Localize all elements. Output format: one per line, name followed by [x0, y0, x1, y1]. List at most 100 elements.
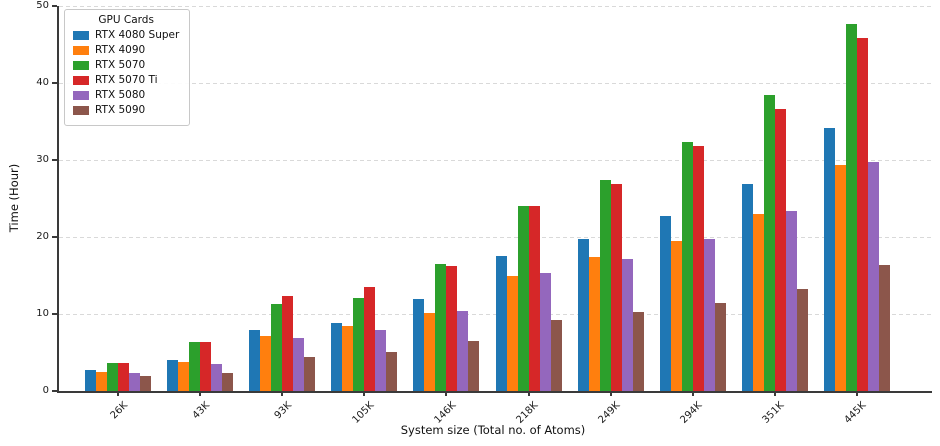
bar-rtx-5070-ti-105K [364, 287, 376, 391]
bar-rtx-5090-26K [140, 376, 152, 391]
y-tick-mark [52, 5, 57, 7]
x-tick-mark [773, 391, 776, 396]
bar-rtx-5070-105K [353, 297, 365, 391]
x-tick-mark [117, 391, 120, 396]
y-tick-label: 10 [36, 308, 49, 319]
bar-rtx-4080-super-146K [413, 299, 425, 391]
bar-rtx-4080-super-93K [249, 330, 261, 391]
y-tick-mark [52, 82, 57, 84]
legend-item-rtx-4090: RTX 4090 [73, 44, 179, 56]
bar-rtx-5080-146K [457, 310, 469, 391]
bar-rtx-5070-ti-351K [774, 109, 786, 391]
legend-swatch-icon [73, 45, 89, 55]
bar-rtx-5090-105K [386, 351, 398, 391]
legend-swatch-icon [73, 60, 89, 70]
legend-item-rtx-5090: RTX 5090 [73, 104, 179, 116]
gridline-50 [59, 5, 932, 7]
bar-rtx-5090-93K [304, 357, 316, 391]
legend-item-rtx-5070: RTX 5070 [73, 59, 179, 71]
y-tick-label: 40 [36, 77, 49, 88]
x-tick-label-351K: 351K [760, 400, 787, 426]
bar-rtx-5070-ti-146K [446, 266, 458, 391]
bar-rtx-5070-ti-249K [610, 183, 622, 391]
bar-rtx-5070-ti-294K [692, 146, 704, 391]
bar-rtx-5090-445K [878, 264, 890, 391]
x-tick-mark [691, 391, 694, 396]
bar-rtx-4080-super-294K [659, 216, 671, 391]
bar-rtx-5080-93K [293, 337, 305, 391]
legend-label: RTX 5080 [95, 89, 146, 101]
y-tick-label: 30 [36, 154, 49, 165]
x-tick-mark [199, 391, 202, 396]
legend-title: GPU Cards [98, 14, 154, 26]
bar-rtx-5070-445K [845, 24, 857, 391]
bar-rtx-5090-218K [550, 320, 562, 391]
bar-rtx-4080-super-105K [331, 323, 343, 391]
legend-item-rtx-4080-super: RTX 4080 Super [73, 29, 179, 41]
y-tick-mark [52, 390, 57, 392]
bar-rtx-4090-105K [342, 325, 354, 391]
bar-rtx-5080-218K [539, 273, 551, 391]
x-tick-mark [855, 391, 858, 396]
x-tick-label-93K: 93K [272, 400, 295, 422]
bar-rtx-5070-ti-26K [118, 362, 130, 391]
bar-rtx-5070-249K [599, 180, 611, 391]
y-tick-label: 0 [42, 385, 49, 396]
legend-label: RTX 5070 Ti [95, 74, 158, 86]
bar-rtx-5080-249K [621, 259, 633, 391]
gridline-10 [59, 313, 932, 315]
legend-swatch-icon [73, 90, 89, 100]
bar-rtx-4080-super-26K [85, 370, 97, 391]
legend: GPU Cards RTX 4080 Super RTX 4090 RTX 5070… [64, 9, 191, 126]
y-axis-title: Time (Hour) [7, 163, 21, 233]
gridline-20 [59, 236, 932, 238]
bar-rtx-4080-super-218K [495, 256, 507, 391]
x-tick-mark [363, 391, 366, 396]
bar-rtx-4090-249K [588, 257, 600, 391]
legend-swatch-icon [73, 75, 89, 85]
bar-rtx-5090-43K [222, 373, 234, 391]
bar-rtx-5070-93K [271, 304, 283, 391]
x-tick-label-43K: 43K [190, 400, 212, 422]
bar-rtx-5070-351K [763, 95, 775, 391]
legend-label: RTX 4080 Super [95, 29, 180, 41]
bar-rtx-5090-351K [796, 288, 808, 391]
gridline-40 [59, 82, 932, 84]
bar-rtx-5070-ti-43K [200, 341, 212, 391]
bar-rtx-5080-351K [785, 210, 797, 391]
bar-rtx-5070-ti-93K [282, 296, 294, 391]
bar-rtx-5090-146K [468, 340, 480, 391]
bar-rtx-4080-super-351K [741, 183, 753, 391]
legend-swatch-icon [73, 105, 89, 115]
bar-rtx-4090-294K [670, 240, 682, 391]
bar-rtx-5090-294K [714, 303, 726, 391]
bar-rtx-4090-146K [424, 313, 436, 391]
y-tick-mark [52, 313, 57, 315]
bar-rtx-5070-ti-218K [528, 206, 540, 391]
x-tick-label-26K: 26K [108, 400, 130, 422]
bar-rtx-5080-43K [211, 364, 223, 391]
x-tick-label-445K: 445K [842, 400, 869, 426]
bar-rtx-5090-249K [632, 311, 644, 391]
bar-rtx-4090-351K [752, 213, 764, 391]
plot-area: 0 10 20 30 40 50 26K 43K 93K 105K 146K 218K 249K 294… [36, 0, 932, 426]
legend-label: RTX 5070 [95, 59, 146, 71]
y-tick-mark [52, 159, 57, 161]
bar-rtx-5080-105K [375, 330, 387, 391]
bar-rtx-4090-93K [260, 335, 272, 391]
bar-rtx-5080-294K [703, 238, 715, 391]
legend-items: RTX 4080 Super RTX 4090 RTX 5070 RTX 5070 T… [73, 29, 179, 116]
bar-rtx-4080-super-249K [577, 238, 589, 391]
y-tick-label: 50 [36, 0, 49, 11]
x-tick-label-294K: 294K [678, 400, 705, 426]
x-tick-mark [445, 391, 448, 396]
legend-label: RTX 5090 [95, 104, 146, 116]
bar-rtx-5080-26K [129, 372, 141, 391]
x-tick-mark [281, 391, 284, 396]
legend-swatch-icon [73, 30, 89, 40]
bar-rtx-4080-super-445K [823, 128, 835, 391]
bar-rtx-4080-super-43K [167, 360, 179, 391]
x-tick-label-105K: 105K [350, 400, 377, 426]
y-tick-label: 20 [36, 231, 49, 242]
